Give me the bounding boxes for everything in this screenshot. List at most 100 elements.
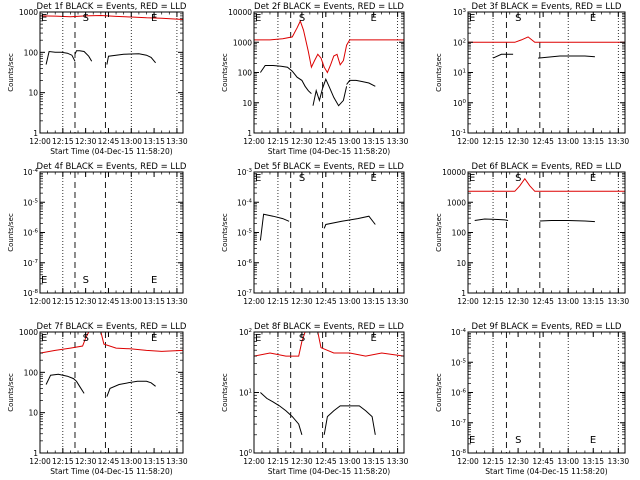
y-tick-label: 102 (453, 38, 466, 47)
x-tick-label: 13:00 (557, 297, 579, 306)
event-marker-e: E (255, 173, 261, 184)
x-tick-label: 13:30 (387, 457, 409, 466)
x-tick-label: 13:00 (339, 297, 361, 306)
event-marker-e: E (370, 173, 376, 184)
x-tick-label: 12:00 (243, 457, 265, 466)
series-line-2 (312, 77, 348, 107)
y-tick-label: 100 (452, 229, 467, 238)
y-tick-label: 10-4 (23, 168, 39, 177)
y-tick-label: 101 (453, 69, 466, 78)
x-tick-label: 13:15 (363, 457, 385, 466)
plot-frame (39, 171, 184, 294)
series-line-3 (106, 53, 156, 65)
x-tick-label: 13:30 (608, 137, 630, 146)
detector-panel-6: Det 6f BLACK = Events, RED = LLD 10000 100… (435, 162, 629, 306)
y-axis-label: Counts/sec (435, 213, 443, 252)
x-axis-label: Start Time (04-Dec-15 11:58:20) (485, 467, 607, 476)
series-line-2 (323, 405, 376, 435)
plot-frame (253, 171, 405, 294)
x-tick-label: 13:30 (387, 137, 409, 146)
event-marker-s: S (299, 173, 305, 184)
series-line-3 (346, 79, 376, 87)
x-tick-label: 12:15 (267, 297, 289, 306)
y-axis-label: Counts/sec (7, 53, 15, 92)
series-line-2 (539, 220, 595, 223)
event-marker-s: S (299, 13, 305, 24)
detector-panel-9: Det 9f BLACK = Events, RED = LLD 10-4 10-5… (435, 322, 629, 476)
x-tick-label: 12:45 (98, 137, 120, 146)
x-axis-label: Start Time (04-Dec-15 11:58:20) (268, 147, 390, 156)
panel-title: Det 8f BLACK = Events, RED = LLD (254, 322, 404, 332)
event-marker-s: S (515, 173, 521, 184)
x-tick-label: 13:30 (166, 457, 188, 466)
x-tick-label: 13:15 (582, 457, 604, 466)
x-tick-label: 12:00 (243, 297, 265, 306)
x-tick-label: 12:15 (52, 137, 74, 146)
y-tick-label: 100 (453, 99, 467, 108)
series-line-1 (259, 65, 312, 94)
y-tick-label: 10-6 (23, 229, 39, 238)
x-tick-label: 13:30 (608, 297, 630, 306)
x-tick-label: 12:00 (29, 457, 51, 466)
plot-frame (253, 331, 405, 454)
x-tick-label: 12:30 (75, 457, 97, 466)
event-marker-s: S (83, 275, 89, 286)
series-line-1 (45, 50, 76, 65)
x-tick-label: 12:45 (98, 297, 120, 306)
x-tick-label: 12:15 (482, 137, 504, 146)
x-tick-label: 13:00 (120, 457, 142, 466)
x-axis-label: Start Time (04-Dec-15 11:58:20) (50, 147, 172, 156)
x-tick-label: 13:15 (143, 137, 165, 146)
series-line-4 (39, 14, 184, 20)
y-tick-label: 10-4 (237, 198, 253, 207)
y-axis-label: Counts/sec (7, 213, 15, 252)
y-tick-label: 101 (239, 389, 252, 398)
x-tick-label: 12:30 (75, 137, 97, 146)
event-marker-e: E (370, 13, 376, 24)
x-tick-label: 12:00 (29, 297, 51, 306)
y-tick-label: 10-5 (451, 358, 467, 367)
panel-title: Det 7f BLACK = Events, RED = LLD (37, 322, 187, 332)
event-marker-e: E (151, 275, 157, 286)
x-tick-label: 12:45 (315, 137, 337, 146)
y-axis-label: Counts/sec (221, 213, 229, 252)
x-tick-label: 13:30 (166, 297, 188, 306)
event-marker-e: E (151, 333, 157, 344)
y-tick-label: 10 (28, 89, 38, 98)
y-tick-label: 10-7 (237, 289, 253, 298)
x-tick-label: 13:00 (120, 297, 142, 306)
event-marker-e: E (469, 173, 475, 184)
x-tick-label: 13:15 (143, 297, 165, 306)
x-tick-label: 12:30 (291, 137, 313, 146)
plot-frame (39, 331, 184, 454)
series-line-3 (468, 36, 625, 43)
plot-frame (467, 11, 626, 134)
x-tick-label: 13:00 (339, 137, 361, 146)
event-marker-e: E (255, 333, 261, 344)
x-tick-label: 13:30 (608, 457, 630, 466)
series-line-2 (538, 55, 595, 59)
y-axis-label: Counts/sec (7, 373, 15, 412)
series-line-1 (259, 213, 290, 241)
event-marker-e: E (41, 333, 47, 344)
y-tick-label: 10-6 (237, 259, 253, 268)
x-tick-label: 12:30 (291, 297, 313, 306)
x-tick-label: 12:30 (75, 297, 97, 306)
panel-title: Det 6f BLACK = Events, RED = LLD (472, 162, 622, 172)
y-axis-label: Counts/sec (221, 373, 229, 412)
event-marker-e: E (255, 13, 261, 24)
series-line-1 (474, 218, 509, 221)
y-tick-label: 10-4 (451, 328, 467, 337)
plot-frame (467, 171, 626, 294)
y-tick-label: 10-6 (451, 389, 467, 398)
series-line-2 (74, 50, 93, 62)
y-tick-label: 1000 (233, 38, 252, 47)
y-tick-label: 10-7 (23, 259, 39, 268)
y-tick-label: 10 (242, 99, 252, 108)
x-tick-label: 13:00 (339, 457, 361, 466)
series-line-3 (468, 177, 625, 192)
